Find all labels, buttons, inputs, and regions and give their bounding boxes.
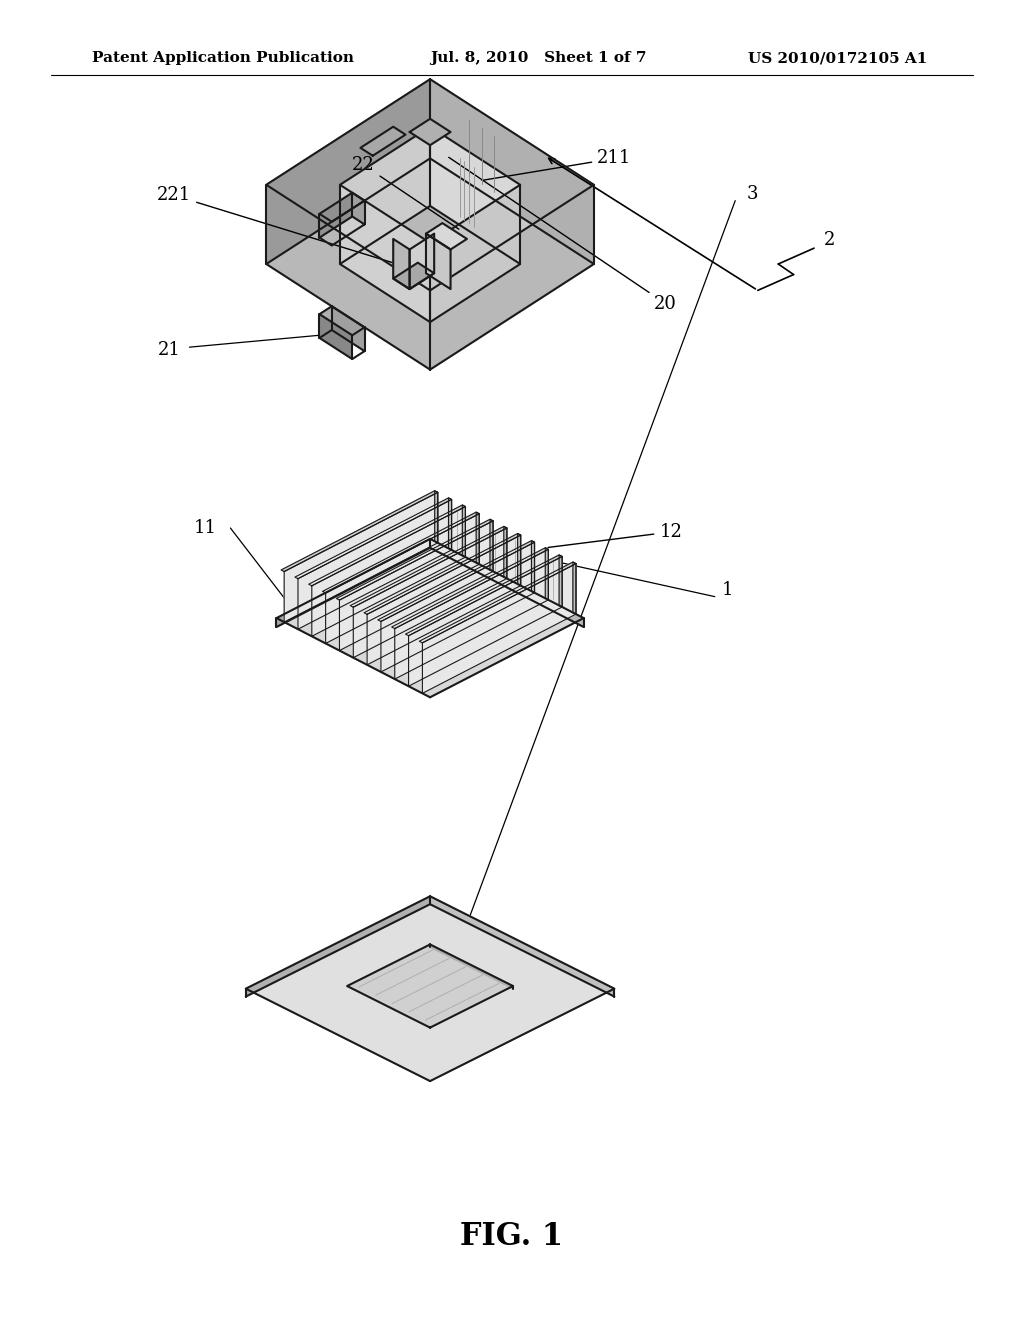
- Polygon shape: [276, 539, 584, 697]
- Polygon shape: [319, 193, 352, 238]
- Polygon shape: [410, 234, 434, 289]
- Polygon shape: [573, 562, 575, 614]
- Polygon shape: [489, 519, 494, 572]
- Text: 2: 2: [823, 231, 836, 249]
- Polygon shape: [426, 234, 451, 289]
- Polygon shape: [266, 185, 430, 290]
- Polygon shape: [353, 528, 507, 657]
- Polygon shape: [463, 506, 465, 557]
- Polygon shape: [476, 512, 479, 564]
- Polygon shape: [378, 541, 535, 622]
- Polygon shape: [504, 527, 507, 578]
- Polygon shape: [246, 896, 430, 997]
- Polygon shape: [340, 127, 430, 264]
- Text: 22: 22: [352, 156, 459, 230]
- Polygon shape: [360, 127, 406, 156]
- Polygon shape: [393, 263, 434, 289]
- Polygon shape: [319, 314, 352, 359]
- Text: 3: 3: [746, 185, 759, 203]
- Text: 21: 21: [158, 341, 180, 359]
- Polygon shape: [517, 533, 520, 586]
- Polygon shape: [365, 533, 520, 614]
- Polygon shape: [266, 79, 430, 264]
- Text: US 2010/0172105 A1: US 2010/0172105 A1: [748, 51, 927, 65]
- Polygon shape: [430, 127, 520, 264]
- Polygon shape: [381, 543, 535, 672]
- Polygon shape: [281, 491, 438, 572]
- Polygon shape: [410, 119, 451, 145]
- Polygon shape: [246, 896, 614, 1081]
- Polygon shape: [406, 554, 562, 636]
- Polygon shape: [336, 519, 494, 601]
- Polygon shape: [430, 185, 594, 290]
- Text: 20: 20: [449, 157, 677, 313]
- Polygon shape: [276, 539, 430, 627]
- Text: 211: 211: [482, 149, 632, 181]
- Polygon shape: [311, 507, 465, 636]
- Polygon shape: [430, 79, 594, 185]
- Polygon shape: [340, 185, 430, 322]
- Polygon shape: [531, 541, 535, 593]
- Polygon shape: [367, 535, 520, 665]
- Text: 1: 1: [721, 581, 733, 599]
- Polygon shape: [352, 193, 365, 224]
- Polygon shape: [422, 564, 575, 693]
- Polygon shape: [295, 498, 452, 578]
- Polygon shape: [420, 562, 575, 643]
- Polygon shape: [430, 185, 520, 322]
- Polygon shape: [409, 557, 562, 686]
- Polygon shape: [430, 896, 614, 997]
- Polygon shape: [319, 306, 365, 335]
- Polygon shape: [339, 521, 494, 651]
- Polygon shape: [350, 527, 507, 607]
- Polygon shape: [449, 498, 452, 550]
- Polygon shape: [434, 491, 438, 543]
- Polygon shape: [326, 513, 479, 643]
- Polygon shape: [347, 945, 513, 1027]
- Polygon shape: [298, 499, 452, 630]
- Polygon shape: [559, 554, 562, 607]
- Polygon shape: [284, 492, 438, 622]
- Polygon shape: [426, 223, 467, 249]
- Polygon shape: [430, 539, 584, 627]
- Polygon shape: [391, 548, 549, 628]
- Polygon shape: [319, 193, 365, 222]
- Polygon shape: [266, 158, 594, 370]
- Text: FIG. 1: FIG. 1: [461, 1221, 563, 1253]
- Text: 12: 12: [548, 523, 682, 548]
- Polygon shape: [430, 79, 594, 264]
- Text: Jul. 8, 2010   Sheet 1 of 7: Jul. 8, 2010 Sheet 1 of 7: [430, 51, 646, 65]
- Polygon shape: [309, 506, 465, 586]
- Polygon shape: [430, 945, 513, 989]
- Polygon shape: [332, 306, 365, 351]
- Text: Patent Application Publication: Patent Application Publication: [92, 51, 354, 65]
- Text: 11: 11: [194, 519, 216, 537]
- Polygon shape: [266, 79, 430, 185]
- Polygon shape: [395, 549, 549, 678]
- Polygon shape: [323, 512, 479, 593]
- Polygon shape: [545, 548, 549, 599]
- Polygon shape: [393, 239, 410, 289]
- Text: 221: 221: [157, 186, 402, 265]
